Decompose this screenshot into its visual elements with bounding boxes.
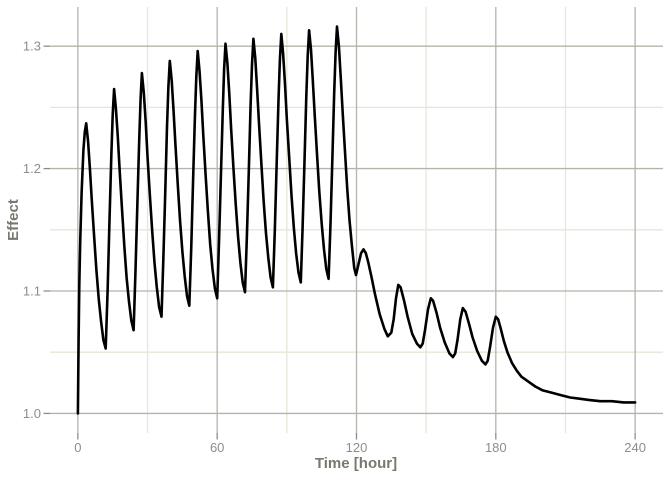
axis-tick-labels: 0 60 120 180 240 1.0 1.1 1.2 1.3 <box>23 39 646 455</box>
effect-curve <box>76 25 637 415</box>
x-tick-label: 60 <box>210 440 224 455</box>
x-axis-title: Time [hour] <box>315 455 397 472</box>
grid-major-lines <box>50 7 663 433</box>
x-tick-label: 0 <box>74 440 81 455</box>
x-tick-label: 120 <box>346 440 368 455</box>
y-tick-label: 1.1 <box>23 284 41 299</box>
axis-tick-marks <box>43 45 636 440</box>
y-tick-label: 1.2 <box>23 161 41 176</box>
y-tick-label: 1.0 <box>23 406 41 421</box>
x-tick-label: 240 <box>624 440 646 455</box>
x-tick-label: 180 <box>485 440 507 455</box>
y-tick-label: 1.3 <box>23 39 41 54</box>
y-axis-title: Effect <box>5 199 22 241</box>
